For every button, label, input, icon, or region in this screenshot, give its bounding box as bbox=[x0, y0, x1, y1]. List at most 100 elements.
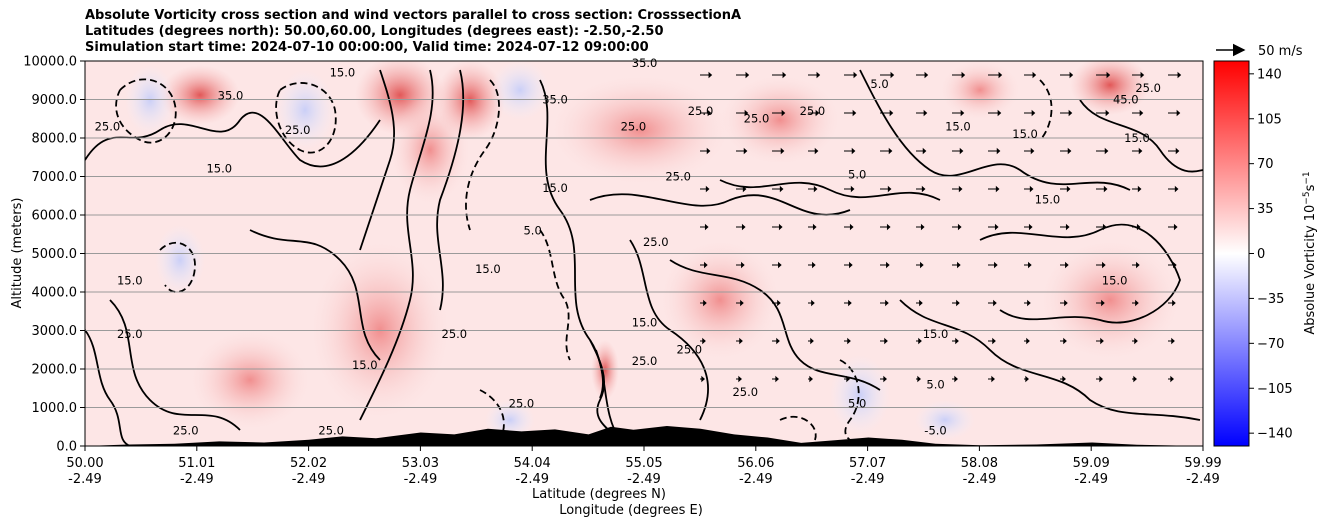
wind-vector bbox=[1024, 109, 1036, 117]
x-tick-label-lon: -2.49 bbox=[68, 472, 102, 487]
wind-vector bbox=[880, 185, 892, 193]
wind-vector bbox=[1096, 109, 1110, 117]
wind-vector bbox=[700, 375, 705, 383]
terrain bbox=[85, 426, 1203, 446]
x-tick-label-lat: 55.05 bbox=[625, 456, 662, 471]
wind-vector bbox=[1132, 223, 1141, 231]
wind-vector bbox=[1024, 337, 1030, 345]
wind-vector bbox=[1096, 185, 1108, 193]
chart-title-line-3: Simulation start time: 2024-07-10 00:00:… bbox=[85, 40, 649, 55]
svg-text:Absolue Vorticity 10−5s−1: Absolue Vorticity 10−5s−1 bbox=[1302, 171, 1318, 334]
contour-label: 25.0 bbox=[621, 119, 647, 133]
contour-label: 5.0 bbox=[848, 167, 866, 181]
wind-vector bbox=[700, 185, 710, 193]
wind-vector bbox=[1096, 147, 1109, 155]
y-axis-label: Altitude (meters) bbox=[10, 198, 25, 309]
wind-vector bbox=[952, 109, 965, 117]
contour-label: 15.0 bbox=[923, 327, 949, 341]
vorticity-field bbox=[85, 61, 1203, 446]
x-tick-label-lat: 51.01 bbox=[178, 456, 215, 471]
wind-vector bbox=[916, 109, 928, 117]
wind-vector bbox=[1132, 109, 1144, 117]
wind-vector bbox=[808, 223, 817, 231]
wind-vector bbox=[880, 223, 891, 231]
x-tick-label-lon: -2.49 bbox=[515, 472, 549, 487]
y-tick-label: 10000.0 bbox=[23, 55, 77, 70]
wind-vector bbox=[880, 109, 894, 117]
wind-vector bbox=[916, 185, 926, 193]
wind-vector bbox=[1168, 223, 1178, 231]
colorbar-tick-label: −35 bbox=[1257, 292, 1284, 307]
colorbar-tick-label: 70 bbox=[1257, 157, 1274, 172]
wind-vector bbox=[700, 147, 711, 155]
wind-vector bbox=[952, 223, 962, 231]
x-tick-label-lat: 56.06 bbox=[737, 456, 774, 471]
contour-label: -5.0 bbox=[924, 423, 946, 437]
wind-vector bbox=[844, 147, 856, 155]
wind-vector bbox=[700, 337, 706, 345]
wind-vector bbox=[988, 299, 997, 307]
colorbar-label: Absolue Vorticity 10−5s−1 bbox=[1302, 171, 1318, 334]
x-tick-label-lat: 52.02 bbox=[290, 456, 327, 471]
contour-label: 25.0 bbox=[173, 423, 199, 437]
contour-label: 5.0 bbox=[523, 223, 541, 237]
wind-vector bbox=[700, 299, 707, 307]
wind-vector bbox=[916, 299, 923, 307]
contour-label: 25.0 bbox=[509, 397, 535, 411]
wind-vector bbox=[952, 299, 960, 307]
wind-vector bbox=[880, 337, 888, 345]
x-tick-label-lat: 59.09 bbox=[1073, 456, 1110, 471]
wind-vector bbox=[1060, 185, 1071, 193]
wind-vector bbox=[808, 337, 814, 345]
wind-vector bbox=[916, 375, 921, 383]
x-tick-label-lat: 59.99 bbox=[1184, 456, 1221, 471]
chart-title-line-2: Latitudes (degrees north): 50.00,60.00, … bbox=[85, 24, 664, 39]
wind-vector bbox=[880, 375, 887, 383]
wind-vector bbox=[844, 71, 858, 79]
wind-vector bbox=[988, 375, 995, 383]
contour-label: 5.0 bbox=[926, 377, 944, 391]
wind-vector bbox=[808, 299, 815, 307]
contour-label: 25.0 bbox=[285, 123, 311, 137]
contour-label: 35.0 bbox=[542, 92, 568, 106]
wind-vector bbox=[1024, 299, 1031, 307]
wind-vector bbox=[952, 261, 961, 269]
y-axis: 0.0 1000.0 2000.0 3000.0 4000.0 5000.0 6000.0 7… bbox=[23, 55, 85, 455]
wind-vector bbox=[772, 147, 785, 155]
wind-vector bbox=[1132, 147, 1143, 155]
wind-vector bbox=[700, 109, 712, 117]
wind-vector bbox=[988, 109, 1002, 117]
colorbar-ticks: 140 105 70 35 0 −35 −70 −105 −140 bbox=[1249, 67, 1293, 442]
y-tick-label: 0.0 bbox=[56, 440, 77, 455]
y-tick-label: 2000.0 bbox=[32, 363, 78, 378]
contour-label: 25.0 bbox=[744, 112, 770, 126]
wind-vector bbox=[1096, 223, 1107, 231]
contour-label: 25.0 bbox=[632, 354, 658, 368]
y-tick-label: 9000.0 bbox=[32, 93, 78, 108]
wind-vector bbox=[1168, 375, 1174, 383]
wind-vector bbox=[1024, 71, 1037, 79]
wind-vector bbox=[1060, 71, 1074, 79]
wind-vector bbox=[1132, 261, 1140, 269]
x-tick-label-lon: -2.49 bbox=[627, 472, 661, 487]
wind-vector bbox=[1060, 147, 1072, 155]
x-tick-label-lat: 50.00 bbox=[66, 456, 103, 471]
wind-vector bbox=[1168, 147, 1180, 155]
wind-vector bbox=[736, 299, 744, 307]
wind-vector bbox=[1096, 375, 1103, 383]
wind-vector bbox=[844, 185, 855, 193]
contour-label: 45.0 bbox=[1113, 92, 1139, 106]
wind-vector bbox=[1168, 299, 1176, 307]
wind-vector bbox=[916, 223, 925, 231]
contour-label: 35.0 bbox=[632, 56, 658, 70]
wind-vector bbox=[916, 147, 927, 155]
wind-vector bbox=[1024, 147, 1035, 155]
wind-vector bbox=[844, 223, 854, 231]
wind-vector bbox=[844, 299, 852, 307]
contour-label: 15.0 bbox=[542, 181, 568, 195]
wind-vector bbox=[844, 261, 853, 269]
x-tick-label-lon: -2.49 bbox=[180, 472, 214, 487]
wind-vector bbox=[1060, 375, 1066, 383]
wind-vector bbox=[1096, 337, 1104, 345]
